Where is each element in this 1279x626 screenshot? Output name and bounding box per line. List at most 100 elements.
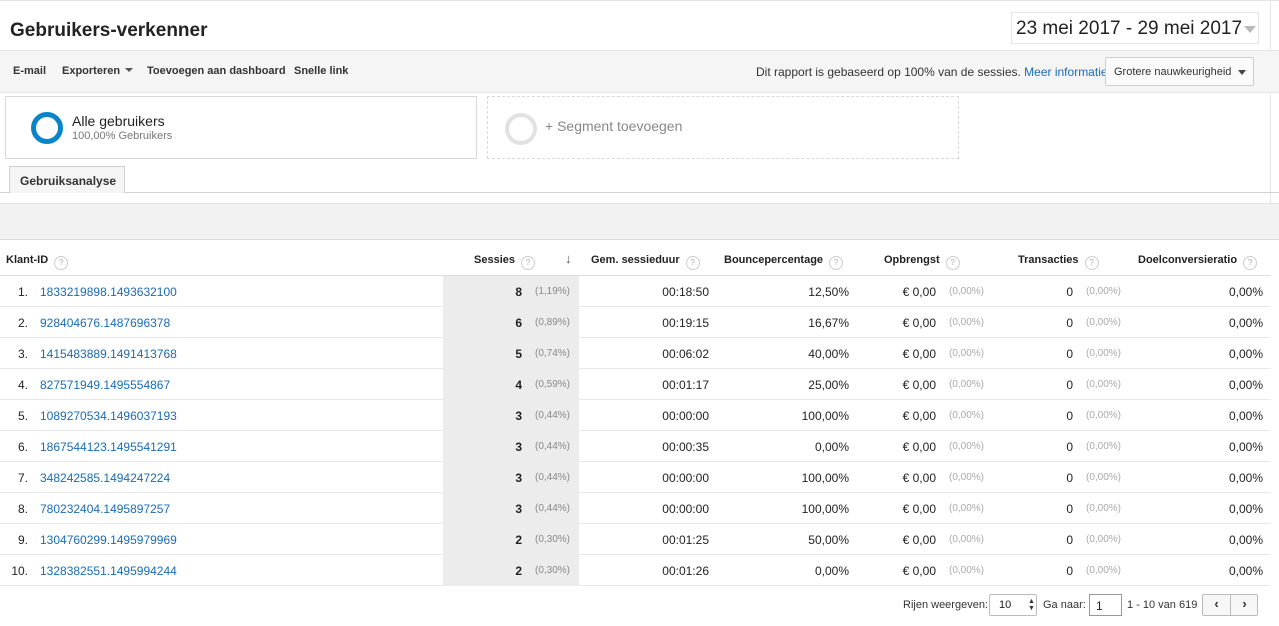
row-number: 4. (17, 378, 28, 392)
client-id-link[interactable]: 1415483889.1491413768 (40, 347, 177, 361)
transactions-value: 0 (1066, 316, 1073, 330)
header-bounce[interactable]: Bouncepercentage? (724, 254, 844, 270)
bounce-value: 16,67% (808, 316, 849, 330)
sessions-percent: (0,44%) (535, 472, 571, 483)
header-sessions[interactable]: Sessies? (474, 254, 535, 270)
data-table: Klant-ID? Sessies? ↓ Gem. sessieduur? Bo… (0, 240, 1270, 586)
transactions-value: 0 (1066, 378, 1073, 392)
rows-per-page-value: 10 (999, 599, 1012, 611)
header-label: Klant-ID (6, 254, 49, 266)
right-border (1270, 0, 1271, 240)
help-icon[interactable]: ? (54, 256, 69, 270)
sessions-value: 2 (515, 533, 522, 547)
goto-page-input[interactable]: 1 (1089, 594, 1122, 616)
next-page-button[interactable]: › (1242, 596, 1247, 611)
header-goal-conversion[interactable]: Doelconversieratio? (1138, 254, 1258, 270)
tab-usage-analysis[interactable]: Gebruiksanalyse (9, 166, 125, 193)
caret-down-icon (125, 68, 134, 72)
bounce-value: 12,50% (808, 285, 849, 299)
goal-conversion-value: 0,00% (1228, 378, 1263, 392)
sessions-highlight (443, 276, 579, 307)
donut-icon (31, 112, 63, 144)
client-id-link[interactable]: 1833219898.1493632100 (40, 285, 177, 299)
sessions-value: 3 (515, 440, 522, 454)
date-range-picker[interactable]: 23 mei 2017 - 29 mei 2017 (1011, 12, 1259, 44)
table-row: 7. 348242585.1494247224 3 (0,44%) 00:00:00 10… (0, 462, 1270, 493)
client-id-link[interactable]: 780232404.1495897257 (40, 502, 171, 516)
previous-page-button[interactable]: ‹ (1214, 596, 1219, 611)
top-border (0, 0, 1279, 1)
client-id-link[interactable]: 827571949.1495554867 (40, 378, 171, 392)
avg-duration-value: 00:00:00 (662, 471, 709, 485)
sampling-info: Dit rapport is gebaseerd op 100% van de … (756, 65, 1108, 79)
client-id-link[interactable]: 1867544123.1495541291 (40, 440, 177, 454)
bounce-value: 25,00% (808, 378, 849, 392)
goal-conversion-value: 0,00% (1228, 533, 1263, 547)
bounce-value: 40,00% (808, 347, 849, 361)
goal-conversion-value: 0,00% (1228, 285, 1263, 299)
header-avg-duration[interactable]: Gem. sessieduur? (591, 254, 700, 270)
transactions-percent: (0,00%) (1086, 379, 1122, 390)
revenue-percent: (0,00%) (949, 472, 985, 483)
sessions-highlight (443, 400, 579, 431)
avg-duration-value: 00:00:00 (662, 502, 709, 516)
help-icon[interactable]: ? (829, 256, 844, 270)
segment-percentage: 100,00% Gebruikers (72, 130, 173, 142)
segment-name: Alle gebruikers (72, 113, 165, 129)
sessions-highlight (443, 493, 579, 524)
revenue-percent: (0,00%) (949, 410, 985, 421)
sort-descending-icon[interactable]: ↓ (565, 251, 572, 266)
goal-conversion-value: 0,00% (1228, 471, 1263, 485)
help-icon[interactable]: ? (1084, 256, 1099, 270)
add-to-dashboard-button[interactable]: Toevoegen aan dashboard (147, 65, 286, 77)
transactions-percent: (0,00%) (1086, 286, 1122, 297)
client-id-link[interactable]: 1089270534.1496037193 (40, 409, 177, 423)
header-client-id[interactable]: Klant-ID? (6, 254, 69, 270)
row-number: 8. (17, 502, 28, 516)
sessions-percent: (0,74%) (535, 348, 571, 359)
accuracy-select-value: Grotere nauwkeurigheid (1114, 66, 1232, 78)
export-button[interactable]: Exporteren (62, 65, 134, 77)
client-id-link[interactable]: 348242585.1494247224 (40, 471, 171, 485)
header-label: Gem. sessieduur (591, 254, 680, 266)
client-id-link[interactable]: 928404676.1487696378 (40, 316, 171, 330)
bounce-value: 100,00% (801, 409, 849, 423)
table-row: 6. 1867544123.1495541291 3 (0,44%) 00:00:35 0… (0, 431, 1270, 462)
toolbar: E-mail Exporteren Toevoegen aan dashboar… (0, 50, 1279, 93)
sessions-value: 2 (515, 564, 522, 578)
revenue-value: € 0,00 (902, 502, 936, 516)
rows-per-page-select[interactable]: 10 ▲ ▼ (989, 594, 1037, 616)
sessions-value: 3 (515, 409, 522, 423)
add-segment-button[interactable]: + Segment toevoegen (487, 96, 959, 159)
divider (1230, 595, 1231, 615)
email-button[interactable]: E-mail (13, 65, 47, 77)
transactions-value: 0 (1066, 471, 1073, 485)
row-number: 2. (17, 316, 28, 330)
header-revenue[interactable]: Opbrengst? (884, 254, 960, 270)
client-id-link[interactable]: 1328382551.1495994244 (40, 564, 177, 578)
help-icon[interactable]: ? (685, 256, 700, 270)
help-icon[interactable]: ? (945, 256, 960, 270)
bounce-value: 50,00% (808, 533, 849, 547)
sessions-percent: (0,30%) (535, 534, 571, 545)
revenue-percent: (0,00%) (949, 441, 985, 452)
header-label: Doelconversieratio (1138, 254, 1238, 266)
segment-all-users[interactable]: Alle gebruikers 100,00% Gebruikers (5, 96, 477, 159)
header-transactions[interactable]: Transacties? (1018, 254, 1099, 270)
revenue-value: € 0,00 (902, 347, 936, 361)
sessions-highlight (443, 307, 579, 338)
client-id-link[interactable]: 1304760299.1495979969 (40, 533, 177, 547)
goto-page-value: 1 (1096, 599, 1103, 613)
avg-duration-value: 00:01:17 (662, 378, 709, 392)
transactions-percent: (0,00%) (1086, 410, 1122, 421)
accuracy-select[interactable]: Grotere nauwkeurigheid (1105, 57, 1254, 86)
row-number: 10. (11, 564, 28, 578)
more-info-link[interactable]: Meer informatie (1024, 65, 1108, 79)
goal-conversion-value: 0,00% (1228, 564, 1263, 578)
bounce-value: 0,00% (814, 564, 849, 578)
shortcut-button[interactable]: Snelle link (294, 65, 349, 77)
sampling-info-text: Dit rapport is gebaseerd op 100% van de … (756, 65, 1021, 79)
transactions-value: 0 (1066, 440, 1073, 454)
help-icon[interactable]: ? (520, 256, 535, 270)
help-icon[interactable]: ? (1243, 256, 1258, 270)
